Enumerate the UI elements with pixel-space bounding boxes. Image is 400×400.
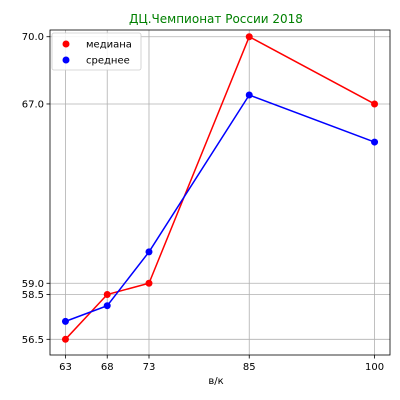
y-tick-label: 59.0	[22, 279, 44, 290]
series-0-point	[371, 100, 379, 108]
series-1-point	[103, 302, 111, 310]
legend-marker-0	[62, 40, 70, 48]
x-tick-label: 100	[365, 362, 384, 373]
x-axis-label: в/к	[208, 376, 223, 387]
series-1-point	[245, 91, 253, 99]
legend-label-srednee: среднее	[86, 56, 130, 67]
x-tick-label: 85	[243, 362, 256, 373]
y-tick-label: 56.5	[22, 335, 44, 346]
series	[61, 33, 379, 343]
axis-ticks: 63 68 73 85 100 56.5 58.559.0 67.0 70.0	[22, 32, 384, 373]
legend-marker-1	[62, 56, 70, 64]
chart-title: ДЦ.Чемпионат России 2018	[129, 12, 303, 26]
legend-box	[51, 32, 142, 71]
y-tick-label: 67.0	[22, 99, 44, 110]
x-tick-label: 68	[101, 362, 114, 373]
series-1-point	[61, 317, 69, 325]
plot-area-frame	[49, 29, 391, 356]
series-0-point	[103, 290, 111, 298]
x-tick-label: 63	[59, 362, 72, 373]
series-0-point	[245, 33, 253, 41]
series-1-point	[371, 138, 379, 146]
series-0-point	[61, 335, 69, 343]
series-line-1	[65, 94, 375, 323]
legend: медиана среднее	[51, 32, 142, 71]
y-tick-label: 70.0	[22, 32, 44, 43]
series-1-point	[145, 248, 153, 256]
x-tick-label: 73	[143, 362, 156, 373]
grid	[50, 30, 390, 355]
series-0-point	[145, 279, 153, 287]
legend-label-mediana: медиана	[86, 40, 132, 51]
series-line-0	[64, 35, 375, 340]
y-tick-label: 58.5	[22, 290, 44, 301]
